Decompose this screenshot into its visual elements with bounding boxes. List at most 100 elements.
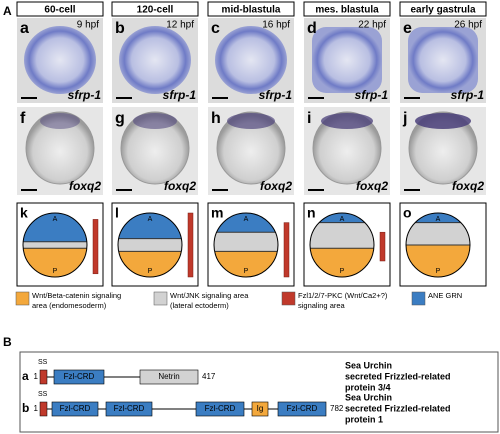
panel-letter: d [307,20,317,37]
anterior-area [406,213,470,223]
embryo-outline [22,212,88,278]
domain-label: Fzl-CRD [287,404,318,413]
axis-label: P [436,268,441,275]
embryo-outline [117,212,183,278]
diagram-letter: m [211,205,223,221]
domain-label: Fzl-CRD [60,404,91,413]
end-position: 782 [330,404,344,413]
domain-label: Netrin [158,372,179,381]
panel-letter: h [211,110,221,127]
anterior-area [214,213,278,233]
axis-label: P [53,268,58,275]
axis-label: P [148,268,153,275]
gene-name: foxq2 [356,179,388,193]
stage-time: 22 hpf [358,20,386,31]
embryo [24,26,96,94]
protein-letter: b [22,401,29,415]
panel-letter: a [20,20,29,37]
axis-label: A [436,216,441,223]
domain [51,401,99,417]
gene-name: sfrp-1 [68,88,102,102]
gene-name: sfrp-1 [355,88,389,102]
protein-description: secreted Frizzled-related [345,371,451,381]
protein-description: Sea Urchin [345,360,392,370]
embryo [215,26,287,94]
stage-time: 26 hpf [454,20,482,31]
stain [133,113,177,129]
gene-name: sfrp-1 [163,88,197,102]
protein-description: protein 1 [345,414,383,424]
stage-time: 12 hpf [166,20,194,31]
embryo [25,111,95,185]
panel-label: A [3,4,12,18]
pkc-bar [283,222,290,278]
axis-label: A [53,216,58,223]
lateral-area [310,222,374,249]
legend-swatch [153,291,168,306]
signal-label: SS [38,359,48,366]
domain [105,401,153,417]
anterior-area [310,213,374,223]
legend-text: ANE GRN [428,291,462,300]
legend-text: signaling area [298,301,346,310]
start-position: 1 [34,372,39,381]
diagram-letter: n [307,205,316,221]
embryo [312,111,382,185]
gene-name: sfrp-1 [259,88,293,102]
legend-text: Wnt/Beta-catenin signaling [32,291,121,300]
legend-text: Wnt/JNK signaling area [170,291,249,300]
signal-label: SS [38,391,48,398]
domain-label: Fzl-CRD [205,404,236,413]
gene-name: foxq2 [452,179,484,193]
panel-b-frame [19,351,499,433]
lateral-area [118,238,182,252]
stage-time: 9 hpf [77,20,99,31]
diagram-letter: l [115,205,119,221]
stage-label: 60-cell [44,5,75,16]
embryo-outline [405,212,471,278]
panel-label: B [3,335,12,349]
panel-letter: j [402,110,407,127]
lateral-area [406,222,470,245]
stage-box [303,1,391,17]
pkc-bar [92,219,99,275]
protein-description: secreted Frizzled-related [345,403,451,413]
signal-peptide [39,401,48,417]
stage-box [207,1,295,17]
legend-swatch [411,291,426,306]
stain [40,113,80,129]
stage-label: early gastrula [410,5,475,16]
domain-label: Ig [257,404,264,413]
legend-swatch [281,291,296,306]
signal-peptide [39,369,48,385]
gene-name: sfrp-1 [451,88,485,102]
gene-name: foxq2 [69,179,101,193]
end-position: 417 [202,372,216,381]
panel-letter: f [20,110,26,127]
protein-description: protein 3/4 [345,382,391,392]
legend-swatch [15,291,30,306]
axis-label: A [148,216,153,223]
axis-label: A [244,216,249,223]
stage-box [16,1,104,17]
pkc-bar [187,212,194,278]
stage-time: 16 hpf [262,20,290,31]
gene-name: foxq2 [260,179,292,193]
panel-letter: g [115,110,125,127]
panel-letter: e [403,20,412,37]
diagram-letter: k [20,205,28,221]
protein-description: Sea Urchin [345,392,392,402]
stain [321,113,373,129]
embryo-outline [309,212,375,278]
domain [277,401,327,417]
domain-label: Fzl-CRD [64,372,95,381]
domain [195,401,245,417]
pkc-bar [379,231,386,262]
lateral-area [23,241,87,249]
stain [415,113,471,129]
stain [227,113,275,129]
stage-label: 120-cell [137,5,174,16]
stage-box [111,1,199,17]
protein-letter: a [22,369,29,383]
domain-label: Fzl-CRD [114,404,145,413]
